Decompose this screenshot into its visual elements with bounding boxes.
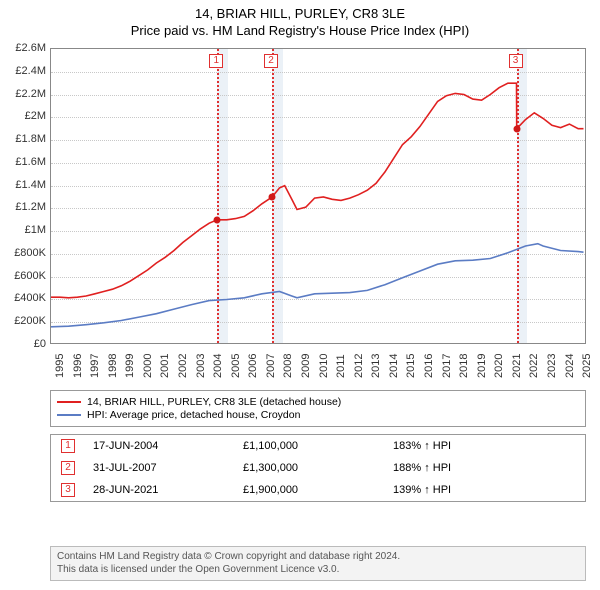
event-point — [269, 194, 276, 201]
xtick-label: 2016 — [423, 354, 435, 378]
xtick-label: 2013 — [370, 354, 382, 378]
ytick-label: £1.2M — [0, 201, 46, 213]
legend-swatch — [57, 414, 81, 416]
xtick-label: 2006 — [247, 354, 259, 378]
transaction-date: 17-JUN-2004 — [85, 440, 235, 452]
transaction-marker: 3 — [61, 483, 75, 497]
transaction-marker: 1 — [61, 439, 75, 453]
ytick-label: £2.2M — [0, 88, 46, 100]
footer-line1: Contains HM Land Registry data © Crown c… — [57, 551, 579, 564]
xtick-label: 2022 — [528, 354, 540, 378]
transaction-marker: 2 — [61, 461, 75, 475]
xtick-label: 2012 — [353, 354, 365, 378]
xtick-label: 2025 — [581, 354, 593, 378]
xtick-label: 2004 — [212, 354, 224, 378]
ytick-label: £0 — [0, 338, 46, 350]
footer-line2: This data is licensed under the Open Gov… — [57, 564, 579, 577]
xtick-label: 2009 — [300, 354, 312, 378]
transaction-row: 1 17-JUN-2004£1,100,000183% ↑ HPI — [51, 435, 585, 457]
xtick-label: 2001 — [159, 354, 171, 378]
xtick-label: 2021 — [511, 354, 523, 378]
event-point — [214, 216, 221, 223]
ytick-label: £200K — [0, 315, 46, 327]
ytick-label: £2.6M — [0, 42, 46, 54]
title-line2: Price paid vs. HM Land Registry's House … — [0, 23, 600, 40]
transaction-price: £1,900,000 — [235, 484, 385, 496]
xtick-label: 2023 — [546, 354, 558, 378]
event-point — [513, 125, 520, 132]
event-marker: 2 — [264, 54, 278, 68]
ytick-label: £1.8M — [0, 133, 46, 145]
xtick-label: 1998 — [107, 354, 119, 378]
xtick-label: 1995 — [54, 354, 66, 378]
transaction-price: £1,300,000 — [235, 462, 385, 474]
xtick-label: 2007 — [265, 354, 277, 378]
xtick-label: 2010 — [318, 354, 330, 378]
xtick-label: 2000 — [142, 354, 154, 378]
transaction-row: 3 28-JUN-2021£1,900,000139% ↑ HPI — [51, 479, 585, 501]
ytick-label: £2M — [0, 110, 46, 122]
ytick-label: £2.4M — [0, 65, 46, 77]
xtick-label: 2008 — [282, 354, 294, 378]
xtick-label: 2015 — [405, 354, 417, 378]
xtick-label: 2005 — [230, 354, 242, 378]
legend: 14, BRIAR HILL, PURLEY, CR8 3LE (detache… — [50, 390, 586, 427]
ytick-label: £400K — [0, 292, 46, 304]
transaction-delta: 139% ↑ HPI — [385, 484, 555, 496]
transaction-date: 31-JUL-2007 — [85, 462, 235, 474]
xtick-label: 1999 — [124, 354, 136, 378]
series-price_paid — [51, 83, 584, 298]
chart-area — [50, 48, 586, 344]
transaction-date: 28-JUN-2021 — [85, 484, 235, 496]
xtick-label: 2017 — [441, 354, 453, 378]
ytick-label: £1.6M — [0, 156, 46, 168]
footer: Contains HM Land Registry data © Crown c… — [50, 546, 586, 581]
chart-svg — [51, 49, 587, 345]
xtick-label: 2014 — [388, 354, 400, 378]
ytick-label: £600K — [0, 270, 46, 282]
xtick-label: 2011 — [335, 354, 347, 378]
title-line1: 14, BRIAR HILL, PURLEY, CR8 3LE — [0, 6, 600, 23]
legend-row: 14, BRIAR HILL, PURLEY, CR8 3LE (detache… — [57, 396, 579, 408]
transaction-delta: 183% ↑ HPI — [385, 440, 555, 452]
xtick-label: 2003 — [195, 354, 207, 378]
xtick-label: 2024 — [564, 354, 576, 378]
xtick-label: 2019 — [476, 354, 488, 378]
event-marker: 1 — [209, 54, 223, 68]
transaction-price: £1,100,000 — [235, 440, 385, 452]
transaction-row: 2 31-JUL-2007£1,300,000188% ↑ HPI — [51, 457, 585, 479]
ytick-label: £800K — [0, 247, 46, 259]
ytick-label: £1M — [0, 224, 46, 236]
ytick-label: £1.4M — [0, 179, 46, 191]
transaction-delta: 188% ↑ HPI — [385, 462, 555, 474]
legend-swatch — [57, 401, 81, 403]
legend-label: 14, BRIAR HILL, PURLEY, CR8 3LE (detache… — [87, 396, 341, 408]
xtick-label: 2018 — [458, 354, 470, 378]
title-block: 14, BRIAR HILL, PURLEY, CR8 3LEPrice pai… — [0, 0, 600, 40]
xtick-label: 2002 — [177, 354, 189, 378]
xtick-label: 1997 — [89, 354, 101, 378]
xtick-label: 2020 — [493, 354, 505, 378]
legend-label: HPI: Average price, detached house, Croy… — [87, 409, 300, 421]
legend-row: HPI: Average price, detached house, Croy… — [57, 409, 579, 421]
series-hpi — [51, 244, 584, 327]
event-marker: 3 — [509, 54, 523, 68]
transactions-table: 1 17-JUN-2004£1,100,000183% ↑ HPI 2 31-JUL-… — [50, 434, 586, 502]
xtick-label: 1996 — [72, 354, 84, 378]
